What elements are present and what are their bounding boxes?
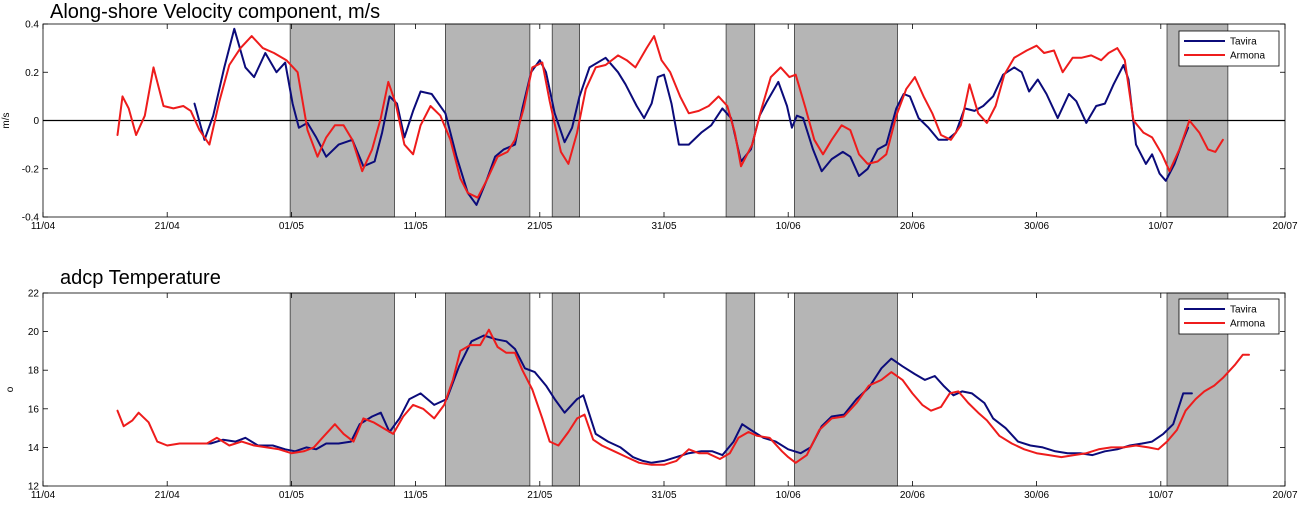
x-tick-label: 21/05 bbox=[527, 490, 552, 501]
shaded-interval bbox=[551, 292, 580, 487]
chart-title: adcp Temperature bbox=[60, 267, 221, 289]
x-tick-label: 21/04 bbox=[155, 221, 180, 232]
chart-panel-1: Along-shore Velocity component, m/s 11/04… bbox=[1, 1, 1298, 232]
series-line-armona bbox=[116, 328, 1250, 466]
x-tick-label: 21/05 bbox=[527, 221, 552, 232]
y-axis-label: m/s bbox=[1, 112, 12, 128]
legend-label: Armona bbox=[1230, 319, 1265, 330]
x-tick-label: 20/06 bbox=[900, 490, 925, 501]
x-tick-label: 10/06 bbox=[776, 490, 801, 501]
y-tick-label: 20 bbox=[28, 327, 40, 338]
series-line-tavira bbox=[193, 27, 1190, 206]
x-tick-label: 11/04 bbox=[31, 490, 56, 501]
x-tick-label: 30/06 bbox=[1024, 221, 1049, 232]
x-tick-label: 11/05 bbox=[403, 490, 428, 501]
chart-panel-2: adcp Temperature 11/04 21/04 01/05 11/05 21/0… bbox=[5, 267, 1298, 501]
y-tick-label: 18 bbox=[28, 366, 40, 377]
plot-area bbox=[43, 293, 1285, 486]
y-tick-label: -0.2 bbox=[22, 164, 40, 175]
y-tick-label: 0.2 bbox=[25, 68, 39, 79]
shaded-interval bbox=[794, 292, 898, 487]
x-tick-label: 10/07 bbox=[1148, 490, 1173, 501]
x-tick-label: 31/05 bbox=[651, 490, 676, 501]
y-tick-label: 16 bbox=[28, 404, 40, 415]
legend-label: Tavira bbox=[1230, 37, 1257, 48]
shaded-interval bbox=[445, 292, 531, 487]
shaded-interval bbox=[725, 292, 756, 487]
x-tick-label: 11/04 bbox=[31, 221, 56, 232]
legend-box bbox=[1178, 298, 1280, 335]
series-line-armona bbox=[116, 35, 1224, 199]
x-tick-label: 11/05 bbox=[403, 221, 428, 232]
x-tick-label: 01/05 bbox=[279, 490, 304, 501]
x-tick-label: 31/05 bbox=[651, 221, 676, 232]
legend-box bbox=[1178, 30, 1280, 67]
y-tick-label: 0.4 bbox=[25, 20, 39, 31]
x-tick-label: 20/07 bbox=[1272, 490, 1297, 501]
y-tick-label: 14 bbox=[28, 443, 40, 454]
legend: Tavira Armona bbox=[1178, 298, 1280, 335]
legend-label: Tavira bbox=[1230, 305, 1257, 316]
y-tick-label: 0 bbox=[33, 116, 39, 127]
y-tick-label: 22 bbox=[28, 289, 40, 300]
shaded-interval bbox=[289, 292, 395, 487]
chart-title: Along-shore Velocity component, m/s bbox=[50, 1, 380, 23]
y-axis-label: o bbox=[5, 386, 16, 392]
x-tick-label: 01/05 bbox=[279, 221, 304, 232]
legend: Tavira Armona bbox=[1178, 30, 1280, 67]
legend-label: Armona bbox=[1230, 51, 1265, 62]
x-tick-label: 20/07 bbox=[1272, 221, 1297, 232]
y-tick-label: 12 bbox=[28, 482, 40, 493]
y-tick-label: -0.4 bbox=[22, 213, 40, 224]
x-tick-label: 10/06 bbox=[776, 221, 801, 232]
x-tick-label: 10/07 bbox=[1148, 221, 1173, 232]
x-tick-label: 21/04 bbox=[155, 490, 180, 501]
x-tick-label: 30/06 bbox=[1024, 490, 1049, 501]
x-tick-label: 20/06 bbox=[900, 221, 925, 232]
